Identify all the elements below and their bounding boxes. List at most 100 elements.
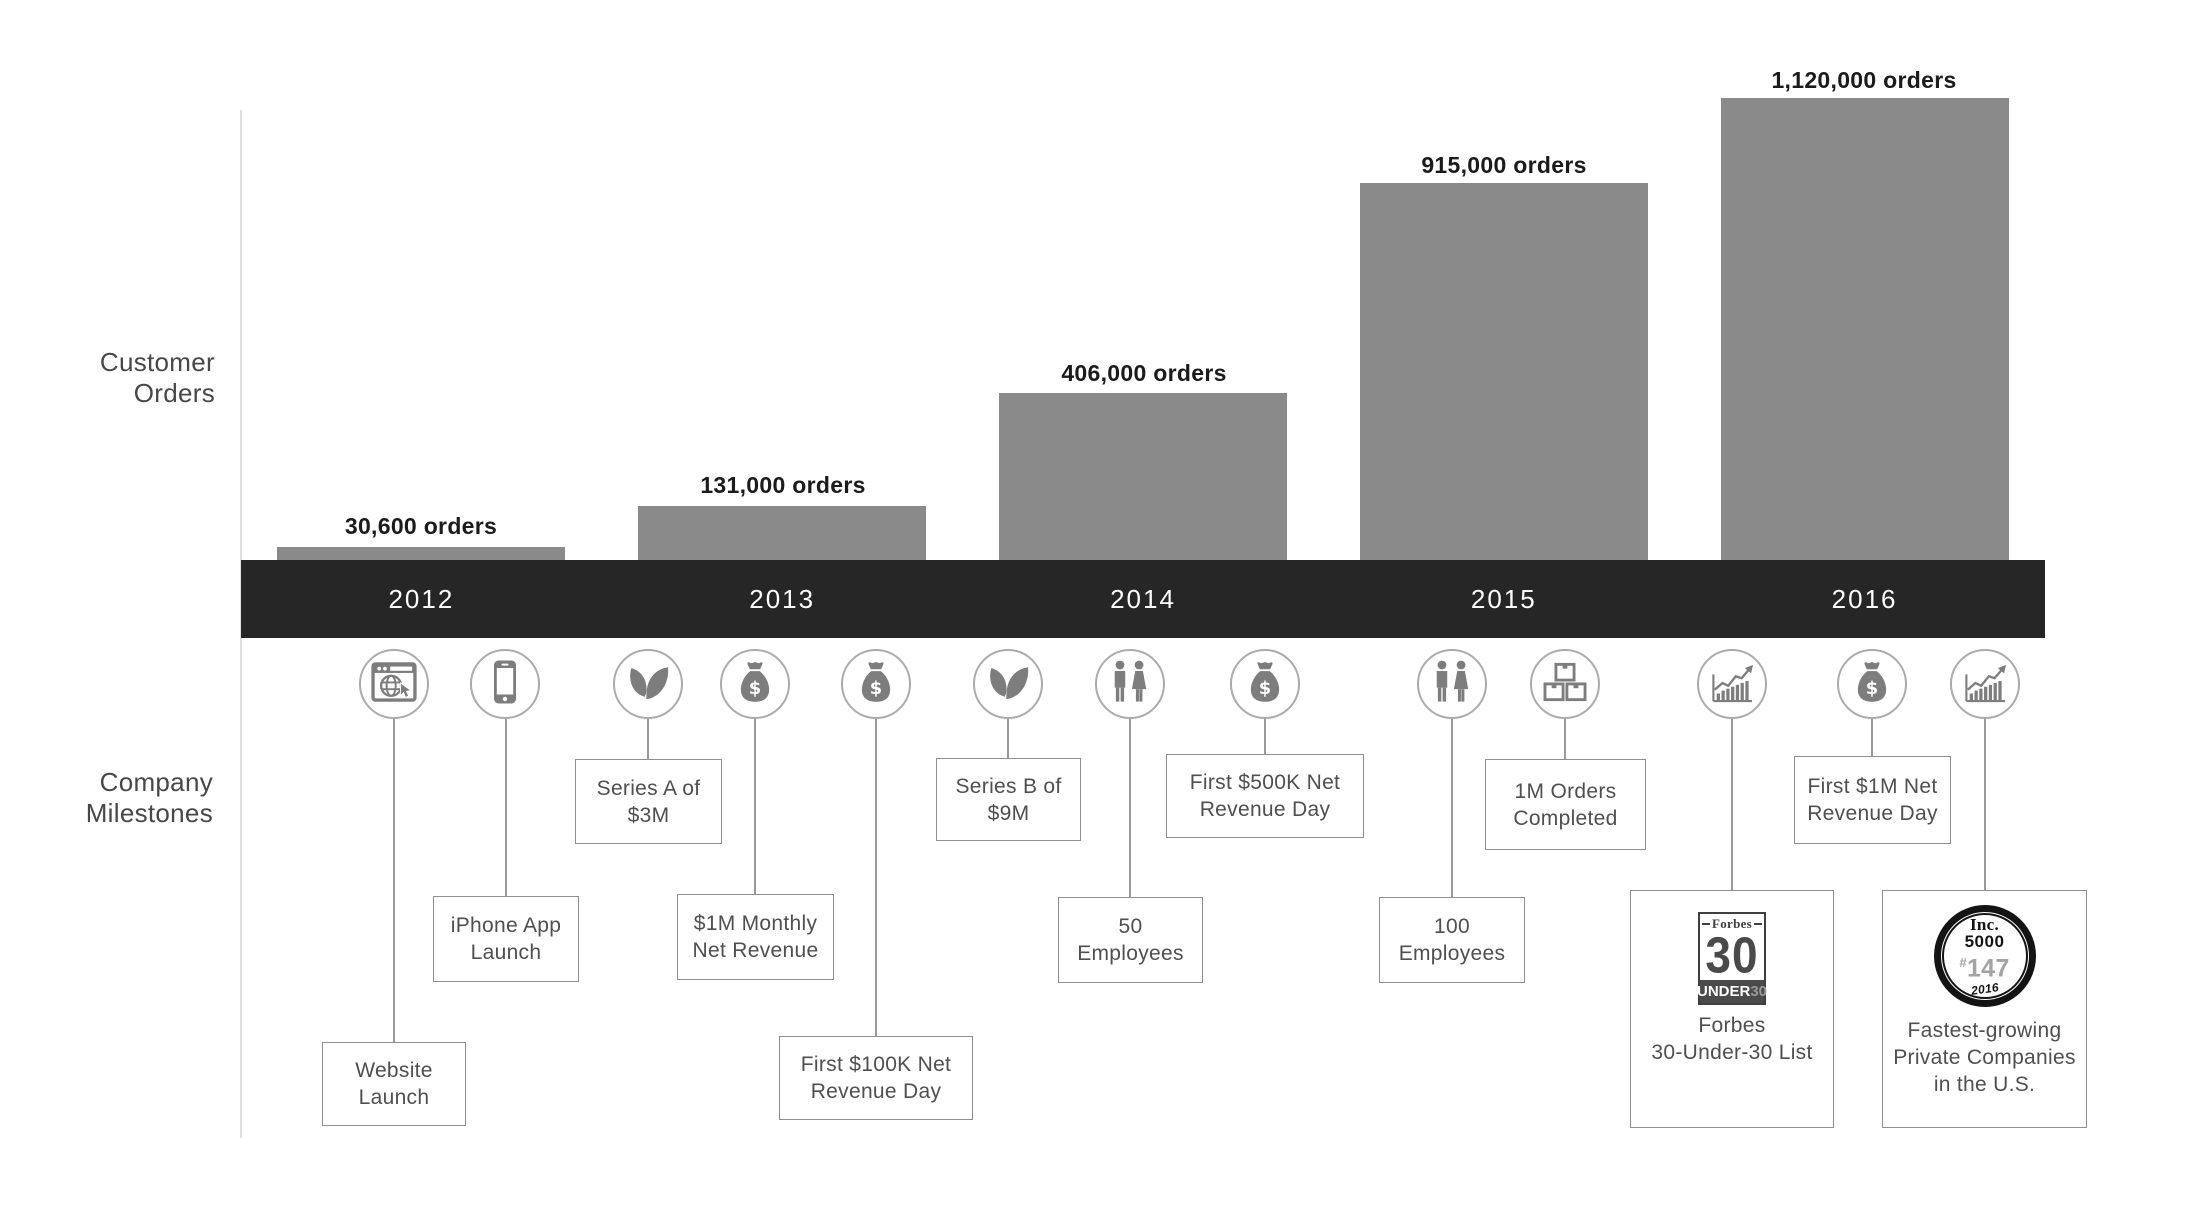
money-bag-icon: $ <box>739 660 771 709</box>
milestone-text: Private Companies <box>1893 1046 2076 1069</box>
milestone-circle-first-1m: $ <box>1837 649 1907 719</box>
milestone-box-forbes-30-under-30: Forbes 30 UNDER 30 Forbes 30-Under-30 Lis… <box>1630 890 1834 1128</box>
customer-orders-line2: Orders <box>133 378 215 408</box>
milestone-box-50-employees: 50 Employees <box>1058 897 1203 983</box>
company-milestones-line1: Company <box>99 767 213 797</box>
leaf-icon <box>986 661 1030 708</box>
milestone-text: Employees <box>1398 942 1506 965</box>
connector-website-launch <box>393 719 395 1042</box>
milestone-text: in the U.S. <box>1933 1073 2036 1096</box>
milestone-circle-website-launch <box>359 649 429 719</box>
milestone-text: 50 <box>1118 915 1143 938</box>
milestone-box-iphone-app-launch: iPhone App Launch <box>433 896 579 982</box>
milestone-text: 1M Orders <box>1514 779 1617 803</box>
milestone-text: Completed <box>1513 806 1618 830</box>
milestone-text: Net Revenue <box>692 939 819 962</box>
connector-inc-5000 <box>1984 719 1986 890</box>
milestone-text: Fastest-growing <box>1907 1019 2062 1042</box>
milestone-text: First $100K Net <box>800 1053 952 1076</box>
milestone-text: Revenue Day <box>1807 802 1938 825</box>
forbes-masthead-text: Forbes <box>1711 916 1753 931</box>
milestone-text: Employees <box>1077 942 1184 965</box>
milestone-circle-series-b <box>973 649 1043 719</box>
milestone-text: First $1M Net <box>1807 775 1938 798</box>
masthead-rule <box>1754 922 1763 925</box>
milestone-box-inc-5000: Inc. 5000 #147 2016 Fastest-growing Priv… <box>1882 890 2087 1128</box>
milestone-circle-iphone-app <box>470 649 540 719</box>
connector-first-1m-day <box>1871 719 1873 756</box>
milestone-text: Series B of <box>955 774 1062 798</box>
milestone-text: Forbes <box>1698 1014 1766 1037</box>
milestone-text: Revenue Day <box>810 1080 942 1103</box>
svg-text:$: $ <box>870 677 882 698</box>
milestone-box-first-1m-day: First $1M Net Revenue Day <box>1794 756 1951 844</box>
money-bag-icon: $ <box>1856 660 1888 709</box>
smartphone-icon <box>492 659 518 710</box>
milestone-circle-first-500k: $ <box>1230 649 1300 719</box>
milestone-text: Website <box>355 1059 433 1082</box>
connector-series-b <box>1007 719 1009 758</box>
milestone-box-first-500k-day: First $500K Net Revenue Day <box>1166 754 1364 838</box>
connector-1m-monthly-net-revenue <box>754 719 756 894</box>
milestone-text: Launch <box>358 1086 430 1109</box>
people-icon <box>1109 660 1151 709</box>
connector-first-500k-day <box>1264 719 1266 754</box>
year-label-2012: 2012 <box>388 583 455 614</box>
milestone-box-website-launch: Website Launch <box>322 1042 466 1126</box>
bar-value-label-2012: 30,600 orders <box>344 513 498 539</box>
people-icon <box>1431 660 1473 709</box>
leaf-icon <box>626 661 670 708</box>
milestone-circle-first-100k: $ <box>841 649 911 719</box>
company-milestones-axis-label: Company Milestones <box>26 767 213 829</box>
svg-text:$: $ <box>1866 677 1878 698</box>
browser-globe-icon <box>371 661 417 707</box>
milestone-text: $1M Monthly <box>693 912 818 935</box>
year-label-2013: 2013 <box>749 583 816 614</box>
milestone-circle-1m-monthly: $ <box>720 649 790 719</box>
inc-5000-seal-logo: Inc. 5000 #147 2016 <box>1933 905 2036 1007</box>
forbes-30-under-30-logo: Forbes 30 UNDER 30 <box>1697 912 1767 1005</box>
milestone-circle-100-employees <box>1417 649 1487 719</box>
milestone-box-series-a: Series A of $3M <box>575 759 722 844</box>
milestone-box-1m-monthly-net-revenue: $1M Monthly Net Revenue <box>677 894 834 980</box>
customer-orders-axis-label: Customer Orders <box>28 347 215 409</box>
milestone-circle-series-a <box>613 649 683 719</box>
milestone-circle-1m-orders <box>1530 649 1600 719</box>
timeline-bar: 2012 2013 2014 2015 2016 <box>241 560 2045 638</box>
bar-2012 <box>277 547 565 560</box>
milestone-text: Revenue Day <box>1199 798 1331 821</box>
bar-value-label-2013: 131,000 orders <box>700 472 866 498</box>
connector-series-a <box>647 719 649 759</box>
connector-forbes-30-under-30 <box>1731 719 1733 890</box>
milestone-circle-inc-5000 <box>1950 649 2020 719</box>
boxes-icon <box>1542 661 1588 708</box>
milestone-text: iPhone App <box>450 914 562 937</box>
milestone-text: First $500K Net <box>1189 771 1341 794</box>
milestone-text: $3M <box>627 803 670 827</box>
milestone-circle-forbes <box>1697 649 1767 719</box>
forbes-logo-number: 30 <box>1705 926 1759 984</box>
milestone-circle-50-employees <box>1095 649 1165 719</box>
connector-1m-orders-completed <box>1564 719 1566 759</box>
bar-value-label-2016: 1,120,000 orders <box>1771 67 1957 93</box>
year-label-2016: 2016 <box>1831 583 1898 614</box>
money-bag-icon: $ <box>860 660 892 709</box>
year-label-2015: 2015 <box>1470 583 1537 614</box>
bar-value-label-2015: 915,000 orders <box>1421 152 1587 178</box>
bar-2013 <box>638 506 926 560</box>
customer-orders-line1: Customer <box>99 347 215 377</box>
company-milestones-line2: Milestones <box>85 798 213 828</box>
milestone-text: 30-Under-30 List <box>1651 1041 1813 1064</box>
connector-first-100k-day <box>875 719 877 1036</box>
forbes-logo-band: UNDER 30 <box>1697 980 1767 1003</box>
connector-50-employees <box>1129 719 1131 897</box>
bar-2016 <box>1721 98 2009 560</box>
masthead-rule <box>1702 922 1710 925</box>
milestone-box-1m-orders-completed: 1M Orders Completed <box>1485 759 1646 850</box>
growth-chart-icon <box>1963 661 2007 708</box>
connector-iphone-app-launch <box>505 719 507 896</box>
year-label-2014: 2014 <box>1110 583 1176 614</box>
milestone-box-first-100k-day: First $100K Net Revenue Day <box>779 1036 973 1120</box>
connector-100-employees <box>1451 719 1453 897</box>
